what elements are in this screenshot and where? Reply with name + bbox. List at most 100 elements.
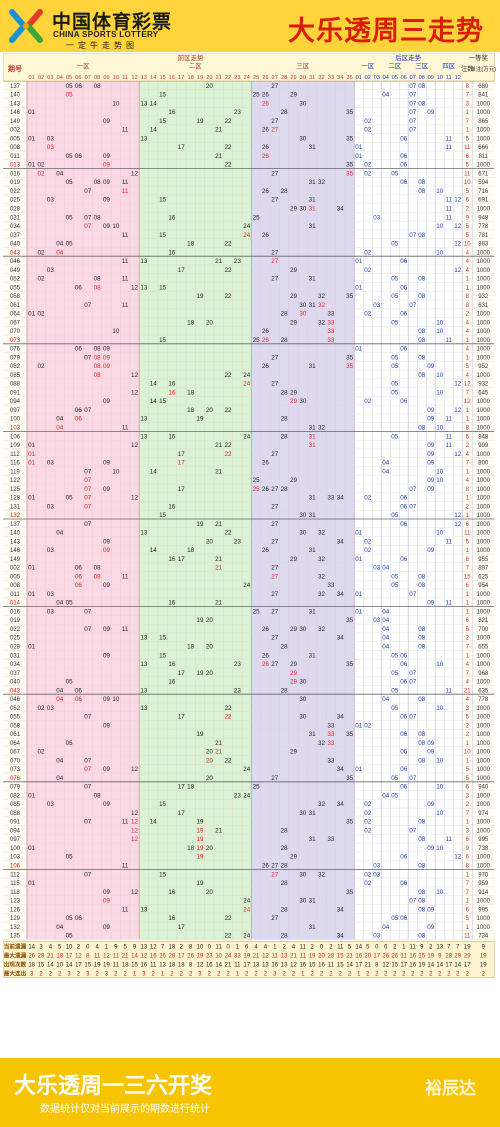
- front-ball: 22: [225, 241, 233, 248]
- front-ball: 31: [309, 731, 317, 738]
- front-number-header: 07: [85, 75, 91, 81]
- front-ball: 07: [84, 486, 92, 493]
- front-ball: 06: [75, 915, 83, 922]
- issue-number: 008: [10, 583, 21, 589]
- front-ball: 35: [346, 889, 354, 896]
- front-ball: 01: [28, 495, 36, 502]
- front-ball: 14: [150, 381, 158, 388]
- prize-count: 9: [466, 215, 470, 221]
- issue-number: 076: [10, 776, 21, 782]
- stats-front-value: 10: [66, 944, 73, 950]
- back-ball: 09: [427, 547, 435, 554]
- front-ball: 24: [243, 582, 251, 589]
- back-ball: 02: [364, 827, 372, 834]
- stats-front-value: 4: [264, 944, 268, 950]
- back-ball: 02: [364, 819, 372, 826]
- issue-number: 112: [10, 872, 20, 878]
- front-ball: 10: [112, 223, 120, 230]
- front-ball: 30: [299, 898, 307, 905]
- front-ball: 02: [38, 276, 46, 283]
- prize-count: 3: [466, 828, 470, 834]
- prize-count: 1: [466, 925, 470, 931]
- stats-front-value: 12: [150, 944, 157, 950]
- back-ball: 05: [391, 573, 399, 580]
- front-number-header: 11: [122, 75, 128, 81]
- front-ball: 31: [309, 179, 317, 186]
- front-ball: 26: [262, 144, 270, 151]
- front-ball: 32: [318, 591, 326, 598]
- stats-front-value: 13: [141, 944, 148, 950]
- front-ball: 01: [28, 880, 36, 887]
- stats-front-value: 2: [170, 971, 174, 977]
- back-ball: 08: [418, 819, 426, 826]
- front-ball: 34: [337, 495, 345, 502]
- prize-count: 5: [466, 189, 470, 195]
- front-ball: 05: [66, 915, 74, 922]
- front-ball: 03: [47, 460, 55, 467]
- front-ball: 21: [215, 749, 223, 756]
- prize-count: 2: [466, 802, 470, 808]
- front-ball: 09: [103, 547, 111, 554]
- front-ball: 15: [159, 871, 167, 878]
- front-ball: 08: [94, 372, 102, 379]
- front-ball: 11: [122, 127, 129, 134]
- stats-front-value: 14: [28, 944, 35, 950]
- front-ball: 25: [253, 92, 261, 99]
- front-ball: 31: [309, 197, 317, 204]
- back-ball: 02: [364, 722, 372, 729]
- page-title: 大乐透周三走势: [288, 16, 484, 47]
- front-ball: 27: [271, 354, 279, 361]
- prize-count: 11: [464, 171, 471, 177]
- back-ball: 03: [373, 617, 381, 624]
- back-ball: 01: [355, 144, 363, 151]
- stats-back-value: 26: [382, 953, 389, 959]
- front-ball: 01: [28, 460, 36, 467]
- front-ball: 22: [225, 442, 233, 449]
- issue-number: 109: [10, 443, 21, 449]
- front-ball: 27: [271, 486, 279, 493]
- stats-front-value: 26: [28, 953, 35, 959]
- stats-extra-value: 2: [482, 971, 486, 977]
- front-ball: 07: [84, 766, 92, 773]
- stats-front-value: 3: [142, 971, 146, 977]
- stats-front-value: 2: [114, 971, 118, 977]
- front-ball: 22: [225, 757, 233, 764]
- prize-count: 2: [466, 312, 470, 318]
- stats-back-value: 19: [427, 953, 434, 959]
- issue-number: 031: [10, 215, 21, 221]
- stats-front-value: 2: [282, 971, 286, 977]
- back-ball: 08: [418, 83, 426, 90]
- stats-front-value: 17: [75, 962, 82, 968]
- front-ball: 11: [122, 179, 129, 186]
- prize-count: 1: [466, 110, 470, 116]
- front-ball: 11: [122, 626, 129, 633]
- back-ball: 02: [364, 495, 372, 502]
- back-ball: 11: [445, 337, 452, 344]
- front-ball: 13: [140, 433, 148, 440]
- issue-number: 013: [10, 163, 21, 169]
- back-number-header: 12: [455, 75, 461, 81]
- stats-background: [2, 941, 495, 978]
- prize-count: 3: [466, 706, 470, 712]
- front-ball: 32: [318, 425, 326, 432]
- prize-count: 6: [466, 198, 470, 204]
- stats-front-value: 14: [131, 953, 138, 959]
- front-ball: 21: [215, 127, 223, 134]
- back-ball: 03: [373, 933, 381, 940]
- front-ball: 27: [271, 635, 279, 642]
- stats-back-value: 7: [447, 944, 451, 950]
- front-ball: 26: [262, 92, 270, 99]
- front-ball: 13: [140, 530, 148, 537]
- issue-number: 005: [10, 574, 21, 580]
- front-ball: 08: [94, 276, 102, 283]
- issue-number: 070: [10, 758, 21, 764]
- stats-front-value: 26: [159, 953, 166, 959]
- back-ball: 08: [418, 188, 426, 195]
- stats-front-value: 18: [169, 962, 176, 968]
- prize-amount: 954: [478, 583, 489, 589]
- prize-amount: 1000: [477, 820, 491, 826]
- prize-amount: 1000: [477, 855, 491, 861]
- stats-front-value: 2: [311, 944, 315, 950]
- issue-number: 112: [10, 452, 20, 458]
- back-ball: 03: [373, 871, 381, 878]
